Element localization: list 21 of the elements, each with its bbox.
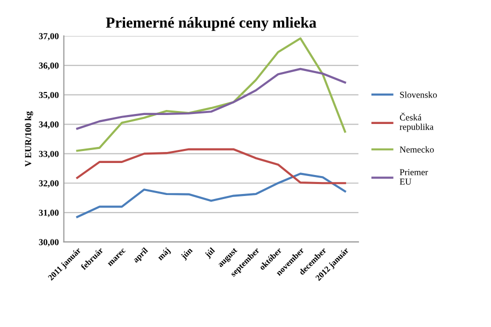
x-tick-label: máj	[156, 247, 172, 262]
y-tick-label: 31,00	[38, 210, 59, 218]
y-tick-label: 36,00	[38, 62, 59, 70]
legend-label: Priemer EU	[400, 169, 428, 185]
line-series	[76, 37, 346, 152]
y-axis-title: V EUR/100 kg	[24, 111, 34, 167]
legend-label: Nemecko	[400, 146, 434, 153]
chart-title: Priemerné nákupné ceny mlieka	[106, 17, 316, 31]
y-tick-label: 32,00	[38, 180, 59, 188]
line-series	[76, 172, 346, 218]
x-tick-label: júl	[204, 246, 216, 260]
y-tick-label: 35,00	[38, 92, 59, 100]
x-tick-label: jún	[180, 246, 194, 261]
y-tick-label: 34,00	[38, 121, 59, 129]
y-tick-label: 30,00	[38, 239, 59, 247]
line-series	[76, 68, 346, 130]
legend-label: Česká republika	[400, 112, 434, 132]
y-tick-label: 33,00	[38, 150, 59, 158]
legend-label: Slovensko	[400, 91, 437, 98]
line-series	[76, 148, 346, 184]
y-tick-label: 37,00	[38, 33, 59, 40]
